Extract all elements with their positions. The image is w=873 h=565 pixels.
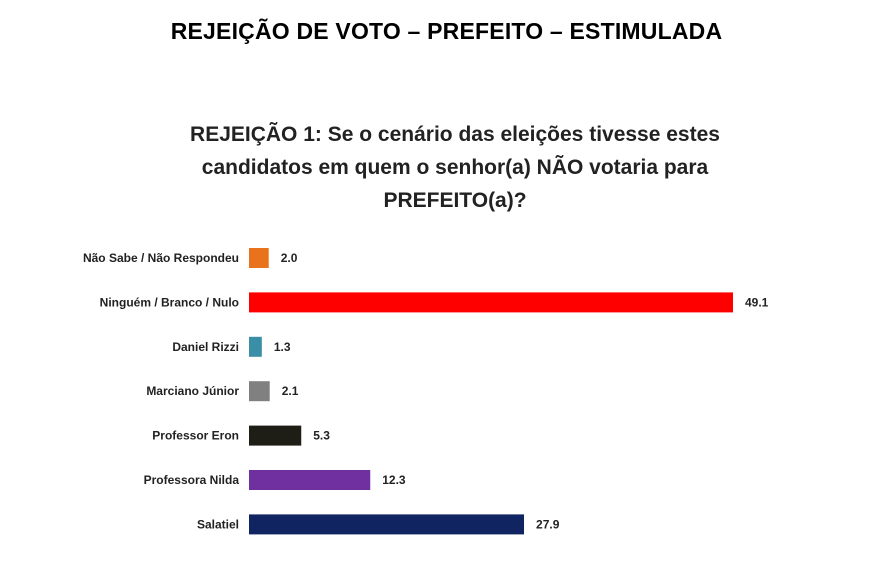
bar: [249, 425, 302, 446]
category-label: Professor Eron: [152, 429, 239, 443]
bar: [249, 514, 525, 535]
bar: [249, 248, 269, 268]
category-label: Salatiel: [197, 517, 239, 531]
value-label: 49.1: [745, 295, 769, 309]
bar: [249, 336, 262, 357]
bar: [249, 292, 733, 313]
bar: [249, 470, 371, 490]
category-label: Professora Nilda: [144, 473, 240, 487]
value-label: 5.3: [313, 429, 330, 443]
value-label: 2.0: [281, 251, 298, 265]
category-label: Marciano Júnior: [146, 384, 239, 398]
category-label: Não Sabe / Não Respondeu: [83, 251, 239, 265]
bar: [249, 381, 270, 402]
value-label: 12.3: [382, 473, 406, 487]
value-label: 27.9: [536, 517, 560, 531]
value-label: 2.1: [282, 384, 299, 398]
category-label: Ninguém / Branco / Nulo: [100, 295, 239, 309]
page-title: REJEIÇÃO DE VOTO – PREFEITO – ESTIMULADA: [170, 18, 723, 44]
chart-title: REJEIÇÃO 1: Se o cenário das eleições ti…: [190, 123, 720, 212]
value-label: 1.3: [274, 340, 291, 354]
category-label: Daniel Rizzi: [172, 340, 239, 354]
